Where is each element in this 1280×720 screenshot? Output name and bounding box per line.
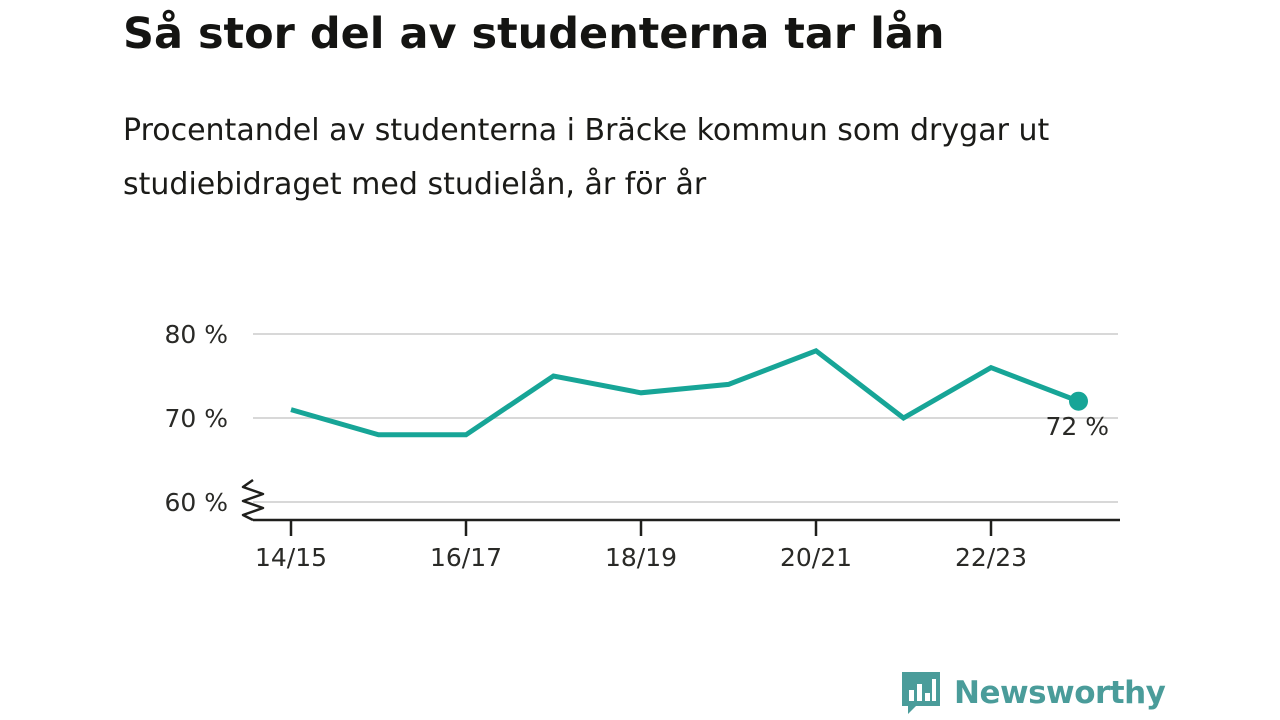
end-value-label: 72 % (1046, 412, 1110, 441)
x-tick-label: 22/23 (955, 543, 1027, 572)
chart-subtitle: Procentandel av studenterna i Bräcke kom… (123, 113, 1050, 202)
series: 72 % (290, 347, 1110, 441)
newsworthy-logo: Newsworthy (900, 670, 1166, 716)
bar-chart-speech-bubble-icon (902, 672, 940, 714)
gridlines (253, 333, 1118, 503)
y-tick-label: 80 % (164, 320, 228, 349)
brand-name: Newsworthy (954, 675, 1166, 711)
x-axis-labels: 14/15 16/17 18/19 20/21 22/23 (255, 520, 1027, 572)
chart-title: Så stor del av studenterna tar lån (123, 9, 945, 59)
x-tick-label: 20/21 (780, 543, 852, 572)
x-tick-label: 16/17 (430, 543, 502, 572)
y-tick-label: 70 % (164, 404, 228, 433)
axis-break-icon (241, 478, 265, 522)
line-chart: 60 % 70 % 80 % 14/15 16/17 18/19 20/21 22/23 7… (164, 320, 1120, 572)
last-point-marker (1069, 391, 1088, 411)
x-tick-label: 14/15 (255, 543, 327, 572)
x-tick-label: 18/19 (605, 543, 677, 572)
x-axis (241, 478, 1120, 522)
y-tick-label: 60 % (164, 488, 228, 517)
series-line (290, 347, 1080, 438)
y-axis-labels: 60 % 70 % 80 % (164, 320, 228, 517)
